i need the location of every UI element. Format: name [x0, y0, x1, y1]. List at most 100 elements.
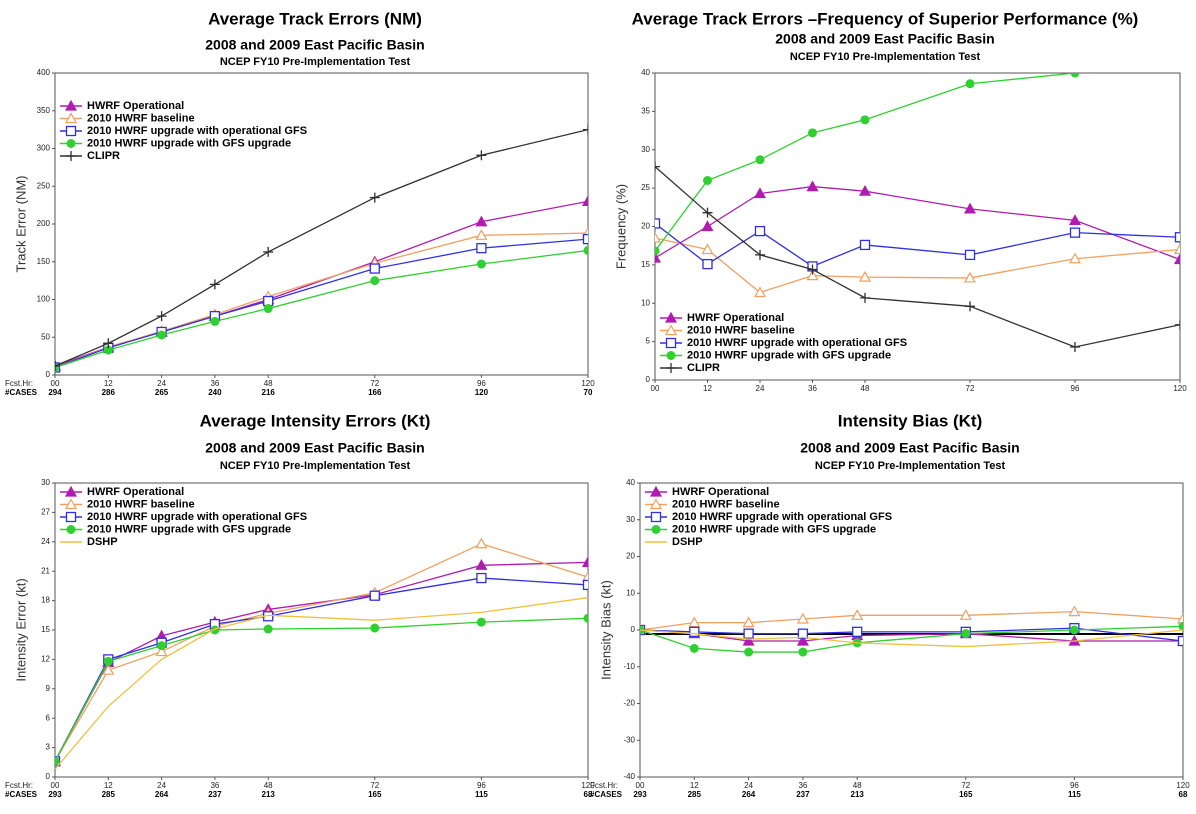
marker [157, 330, 167, 340]
legend-label: 2010 HWRF baseline [87, 112, 195, 124]
case-count: 285 [102, 790, 116, 799]
y-tick-label: 27 [41, 508, 50, 517]
case-count: 165 [368, 790, 382, 799]
marker [1068, 605, 1081, 617]
chart-subtitle: NCEP FY10 Pre-Implementation Test [815, 460, 1006, 472]
marker [476, 150, 487, 161]
cases-label: #CASES [5, 388, 38, 397]
x-tick-label: 96 [1071, 384, 1080, 393]
y-tick-label: 25 [641, 183, 650, 192]
series-line [55, 128, 588, 367]
marker [796, 634, 809, 646]
x-tick-label: 72 [961, 781, 970, 790]
x-tick-label: 120 [581, 379, 595, 388]
marker [103, 338, 114, 349]
marker [701, 220, 714, 232]
marker [581, 570, 588, 582]
y-tick-label: 15 [641, 260, 650, 269]
case-count: 216 [262, 388, 276, 397]
legend-label: 2010 HWRF upgrade with GFS upgrade [87, 137, 291, 149]
y-tick-label: -40 [623, 772, 635, 781]
x-tick-label: 96 [477, 379, 486, 388]
legend-label: 2010 HWRF baseline [87, 498, 195, 510]
marker [65, 511, 77, 523]
plot [55, 537, 588, 770]
y-tick-label: 0 [46, 772, 51, 781]
marker [581, 195, 588, 206]
marker [798, 647, 808, 657]
marker [263, 246, 274, 257]
marker [475, 229, 488, 240]
series-line [655, 222, 1180, 268]
y-tick-label: 250 [37, 181, 51, 190]
case-count: 120 [475, 388, 489, 397]
x-tick-label: 00 [636, 781, 645, 790]
x-tick-label: 12 [690, 781, 699, 790]
chart-subtitle: NCEP FY10 Pre-Implementation Test [790, 51, 981, 63]
marker [1068, 252, 1082, 264]
case-count: 286 [102, 388, 116, 397]
case-count: 115 [1068, 790, 1081, 799]
marker [64, 498, 78, 510]
x-tick-label: 120 [1173, 384, 1187, 393]
marker [583, 245, 588, 255]
y-tick-label: 3 [46, 743, 51, 752]
marker [370, 276, 380, 286]
marker [665, 337, 677, 349]
cases-label: #CASES [5, 790, 38, 799]
case-count: 240 [208, 388, 222, 397]
marker [209, 279, 220, 290]
x-tick-label: 36 [808, 384, 817, 393]
marker [961, 629, 971, 639]
case-count: 213 [851, 790, 865, 799]
x-tick-label: 24 [744, 781, 753, 790]
marker [64, 112, 78, 124]
chart-subtitle: NCEP FY10 Pre-Implementation Test [220, 56, 411, 68]
marker [1176, 57, 1185, 66]
y-tick-label: 9 [46, 684, 51, 693]
series-line [640, 629, 1183, 648]
y-tick-label: 10 [626, 588, 635, 597]
marker [742, 634, 755, 646]
y-tick-label: 6 [46, 713, 51, 722]
y-tick-label: 0 [46, 370, 51, 379]
legend-label: HWRF Operational [87, 100, 184, 112]
y-axis-label: Intensity Bias (kt) [598, 580, 613, 680]
y-tick-label: 40 [626, 478, 635, 487]
legend-label: 2010 HWRF upgrade with operational GFS [87, 511, 307, 523]
marker [581, 556, 588, 567]
marker [263, 304, 273, 314]
marker [655, 231, 662, 243]
chart-title: Average Intensity Errors (Kt) [200, 411, 431, 430]
y-tick-label: 100 [37, 295, 51, 304]
series-line [55, 561, 588, 762]
marker [655, 218, 661, 229]
legend-label: 2010 HWRF upgrade with operational GFS [672, 511, 892, 523]
marker [963, 271, 977, 283]
x-tick-label: 36 [798, 781, 807, 790]
marker [103, 345, 113, 355]
legend-label: 2010 HWRF upgrade with GFS upgrade [672, 523, 876, 535]
y-tick-label: -10 [623, 662, 635, 671]
x-tick-label: 96 [477, 781, 486, 790]
marker [369, 263, 380, 274]
marker [156, 311, 167, 322]
series-line [655, 166, 1180, 348]
marker [1068, 214, 1082, 225]
marker [1070, 73, 1080, 78]
marker [806, 180, 819, 192]
y-tick-label: 10 [641, 298, 650, 307]
y-tick-label: 20 [626, 552, 635, 561]
marker [55, 756, 60, 766]
marker [64, 485, 78, 497]
y-tick-label: 30 [626, 515, 635, 524]
marker [103, 656, 113, 666]
chart: Intensity Bias (Kt) 2008 and 2009 East Pa… [590, 411, 1190, 799]
marker [1069, 227, 1081, 238]
chart-title: Intensity Bias (Kt) [838, 411, 983, 430]
case-count: 166 [368, 388, 382, 397]
case-count: 68 [584, 790, 593, 799]
x-tick-label: 48 [264, 781, 273, 790]
marker [583, 124, 588, 135]
